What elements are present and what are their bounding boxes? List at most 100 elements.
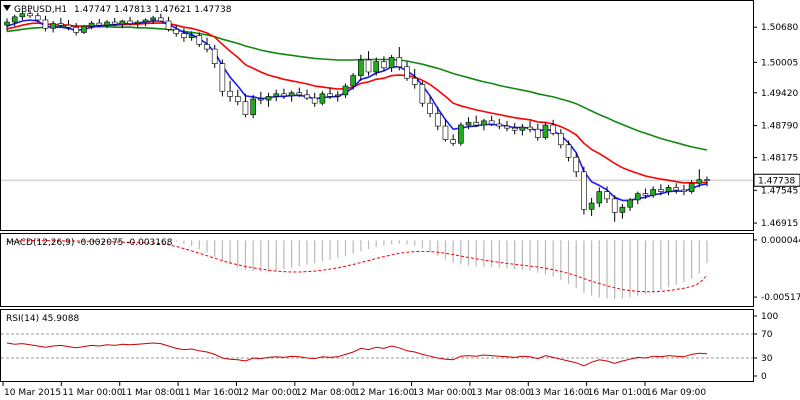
candle-body (188, 35, 195, 38)
candle-body (150, 17, 156, 21)
candle-body (50, 23, 56, 29)
candle-body (465, 122, 472, 126)
price-tick-label: 1.48175 (761, 154, 798, 164)
candle-body (396, 57, 403, 68)
x-tick-label: 11 Mar 16:00 (179, 388, 239, 398)
candle-body (327, 93, 333, 97)
ma-mid-line (6, 22, 708, 184)
price-tick-label: 1.50680 (761, 23, 798, 33)
candle-body (688, 182, 695, 192)
y-axis-labels: 1.50680 1.50005 1.49420 1.48790 1.48175 1.475… (753, 23, 800, 382)
candle-body (88, 22, 95, 27)
candle-body (311, 97, 318, 104)
rsi-label: RSI(14) 45.9088 (6, 314, 79, 324)
candle-body (596, 191, 603, 204)
macd-panel-frame (0, 233, 754, 307)
rsi-tick-label: 0 (761, 372, 767, 382)
candle-body (458, 124, 464, 144)
candle-body (142, 19, 149, 23)
candle-body (604, 191, 610, 200)
x-tick-label: 11 Mar 00:00 (62, 388, 122, 398)
candle-body (242, 101, 249, 115)
candle-body (527, 126, 533, 130)
candle-body (481, 120, 487, 126)
candle-body (334, 94, 341, 97)
candle-body (381, 61, 387, 69)
candle-body (581, 171, 587, 210)
x-tick-label: 12 Mar 08:00 (296, 388, 356, 398)
candle-body (496, 123, 503, 127)
candle-body (73, 26, 80, 33)
candle-body (534, 128, 541, 138)
ohlc-label: 1.47747 1.47813 1.47621 1.47738 (74, 5, 232, 15)
candle-body (42, 19, 49, 29)
candle-body (34, 15, 41, 21)
candle-body (519, 126, 526, 131)
candle-body (173, 29, 180, 34)
rsi-tick-label: 100 (761, 312, 778, 322)
candle-body (358, 59, 364, 76)
candle-body (234, 96, 241, 102)
x-tick-label: 13 Mar 16:00 (529, 388, 589, 398)
candle-body (288, 92, 295, 97)
candle-body (319, 93, 326, 104)
candle-body (388, 57, 395, 69)
candle-body (96, 22, 103, 26)
candle-body (504, 125, 510, 129)
candle-body (450, 139, 456, 144)
dropdown-triangle-icon[interactable] (3, 5, 11, 11)
candle-body (27, 13, 33, 17)
candle-body (219, 63, 226, 92)
candle-body (611, 198, 618, 213)
symbol-label: GBPUSD,H1 (14, 5, 67, 15)
candle-body (673, 187, 680, 191)
candle-body (696, 179, 703, 184)
candle-body (442, 125, 449, 140)
candle-body (404, 66, 410, 79)
price-tick-label: 1.47545 (761, 186, 798, 196)
candle-body (258, 98, 264, 101)
candle-body (111, 21, 118, 25)
candle-body (158, 17, 164, 22)
price-tick-label: 1.46915 (761, 219, 798, 229)
candle-body (304, 94, 310, 99)
candle-body (411, 77, 418, 85)
rsi-plot (1, 333, 753, 367)
rsi-line (6, 342, 708, 367)
candle-body (181, 33, 187, 38)
candle-body (565, 144, 572, 158)
candle-body (11, 16, 18, 23)
current-price-label: 1.47738 (758, 176, 795, 186)
candle-body (511, 127, 518, 131)
x-tick-label: 10 Mar 2015 (4, 388, 61, 398)
x-tick-label: 12 Mar 00:00 (237, 388, 297, 398)
candle-body (296, 92, 303, 96)
candle-body (488, 120, 495, 125)
candle-body (642, 193, 649, 196)
x-tick-label: 11 Mar 08:00 (121, 388, 181, 398)
price-tick-label: 1.49420 (761, 89, 798, 99)
candle-body (665, 187, 672, 192)
candle-body (211, 48, 218, 64)
candle-body (619, 206, 626, 213)
candle-body (419, 84, 426, 104)
candle-body (227, 90, 233, 97)
candle-body (81, 25, 87, 33)
rsi-panel-frame (0, 309, 754, 382)
candle-body (204, 44, 210, 50)
rsi-tick-label: 70 (761, 330, 773, 340)
candle-body (350, 75, 356, 87)
candle-body (165, 20, 172, 30)
candle-body (681, 189, 687, 192)
x-tick-label: 13 Mar 08:00 (471, 388, 531, 398)
candle-body (365, 59, 372, 73)
candle-body (427, 102, 433, 114)
current-price-box (753, 173, 800, 187)
candle-body (58, 23, 64, 26)
macd-label: MACD(12,26,9) -0.002075 -0.003168 (6, 238, 173, 248)
x-tick-label: 16 Mar 09:00 (646, 388, 706, 398)
candle-body (588, 202, 595, 210)
